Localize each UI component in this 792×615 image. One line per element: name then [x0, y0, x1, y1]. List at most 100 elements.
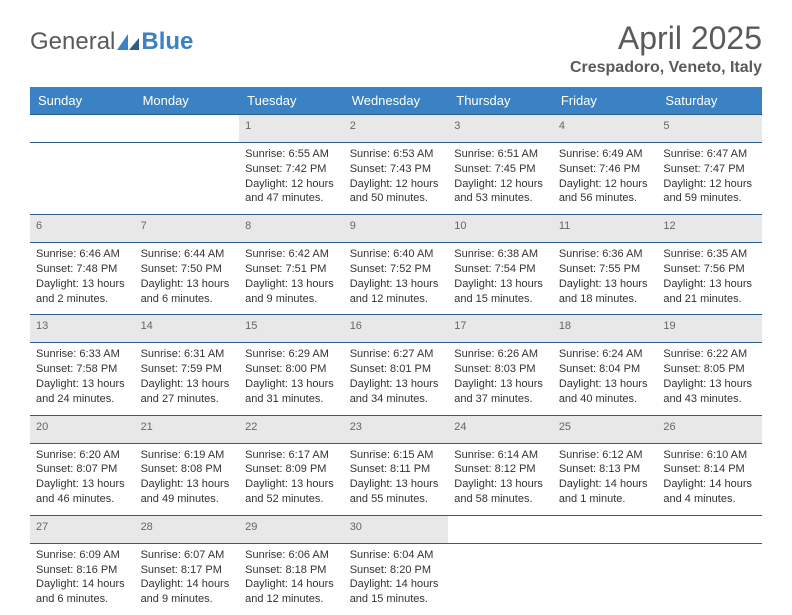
day-details-cell: Sunrise: 6:33 AMSunset: 7:58 PMDaylight:…: [30, 343, 135, 415]
day-number-cell: 5: [657, 115, 762, 143]
day-number-cell: 26: [657, 415, 762, 443]
day-number-row: 12345: [30, 115, 762, 143]
day-details-cell: Sunrise: 6:44 AMSunset: 7:50 PMDaylight:…: [135, 243, 240, 315]
daylight-line: Daylight: 13 hours and 9 minutes.: [245, 277, 338, 307]
day-details-cell: Sunrise: 6:19 AMSunset: 8:08 PMDaylight:…: [135, 443, 240, 515]
location: Crespadoro, Veneto, Italy: [570, 59, 762, 77]
sunrise-line: Sunrise: 6:14 AM: [454, 448, 547, 463]
day-details-cell: Sunrise: 6:17 AMSunset: 8:09 PMDaylight:…: [239, 443, 344, 515]
header: General Blue April 2025 Crespadoro, Vene…: [30, 20, 762, 77]
day-details-cell: Sunrise: 6:53 AMSunset: 7:43 PMDaylight:…: [344, 142, 449, 214]
day-number-row: 6789101112: [30, 215, 762, 243]
day-number-cell: 6: [30, 215, 135, 243]
daylight-line: Daylight: 13 hours and 37 minutes.: [454, 377, 547, 407]
day-number-cell: 24: [448, 415, 553, 443]
daylight-line: Daylight: 13 hours and 6 minutes.: [141, 277, 234, 307]
day-details-cell: Sunrise: 6:04 AMSunset: 8:20 PMDaylight:…: [344, 543, 449, 615]
calendar-body: 12345 Sunrise: 6:55 AMSunset: 7:42 PMDay…: [30, 115, 762, 615]
day-details-cell: Sunrise: 6:51 AMSunset: 7:45 PMDaylight:…: [448, 142, 553, 214]
day-details-cell: Sunrise: 6:31 AMSunset: 7:59 PMDaylight:…: [135, 343, 240, 415]
daylight-line: Daylight: 14 hours and 15 minutes.: [350, 577, 443, 607]
sunset-line: Sunset: 8:11 PM: [350, 462, 443, 477]
sunrise-line: Sunrise: 6:15 AM: [350, 448, 443, 463]
sunrise-line: Sunrise: 6:42 AM: [245, 247, 338, 262]
day-details-cell: Sunrise: 6:42 AMSunset: 7:51 PMDaylight:…: [239, 243, 344, 315]
day-number-cell: 13: [30, 315, 135, 343]
sail-icon: [117, 34, 139, 50]
sunset-line: Sunset: 7:54 PM: [454, 262, 547, 277]
sunset-line: Sunset: 7:46 PM: [559, 162, 652, 177]
day-details-cell: Sunrise: 6:22 AMSunset: 8:05 PMDaylight:…: [657, 343, 762, 415]
weekday-header: Tuesday: [239, 87, 344, 115]
weekday-row: SundayMondayTuesdayWednesdayThursdayFrid…: [30, 87, 762, 115]
daylight-line: Daylight: 12 hours and 59 minutes.: [663, 177, 756, 207]
weekday-header: Monday: [135, 87, 240, 115]
sunrise-line: Sunrise: 6:33 AM: [36, 347, 129, 362]
sunrise-line: Sunrise: 6:36 AM: [559, 247, 652, 262]
weekday-header: Wednesday: [344, 87, 449, 115]
sunset-line: Sunset: 8:16 PM: [36, 563, 129, 578]
day-details-row: Sunrise: 6:33 AMSunset: 7:58 PMDaylight:…: [30, 343, 762, 415]
daylight-line: Daylight: 13 hours and 55 minutes.: [350, 477, 443, 507]
sunset-line: Sunset: 7:55 PM: [559, 262, 652, 277]
day-details-cell: [553, 543, 658, 615]
day-details-cell: Sunrise: 6:06 AMSunset: 8:18 PMDaylight:…: [239, 543, 344, 615]
day-number-cell: [553, 515, 658, 543]
sunrise-line: Sunrise: 6:24 AM: [559, 347, 652, 362]
day-number-cell: 3: [448, 115, 553, 143]
sunset-line: Sunset: 8:18 PM: [245, 563, 338, 578]
day-details-cell: Sunrise: 6:24 AMSunset: 8:04 PMDaylight:…: [553, 343, 658, 415]
daylight-line: Daylight: 13 hours and 58 minutes.: [454, 477, 547, 507]
day-details-row: Sunrise: 6:09 AMSunset: 8:16 PMDaylight:…: [30, 543, 762, 615]
day-details-cell: Sunrise: 6:12 AMSunset: 8:13 PMDaylight:…: [553, 443, 658, 515]
day-details-cell: Sunrise: 6:29 AMSunset: 8:00 PMDaylight:…: [239, 343, 344, 415]
day-number-cell: 25: [553, 415, 658, 443]
day-number-row: 27282930: [30, 515, 762, 543]
day-details-cell: Sunrise: 6:38 AMSunset: 7:54 PMDaylight:…: [448, 243, 553, 315]
day-details-cell: Sunrise: 6:40 AMSunset: 7:52 PMDaylight:…: [344, 243, 449, 315]
day-number-cell: 30: [344, 515, 449, 543]
daylight-line: Daylight: 14 hours and 1 minute.: [559, 477, 652, 507]
sunset-line: Sunset: 7:59 PM: [141, 362, 234, 377]
day-details-row: Sunrise: 6:46 AMSunset: 7:48 PMDaylight:…: [30, 243, 762, 315]
day-details-cell: Sunrise: 6:15 AMSunset: 8:11 PMDaylight:…: [344, 443, 449, 515]
logo-text: General: [30, 28, 115, 56]
day-details-row: Sunrise: 6:20 AMSunset: 8:07 PMDaylight:…: [30, 443, 762, 515]
day-number-row: 20212223242526: [30, 415, 762, 443]
sunrise-line: Sunrise: 6:09 AM: [36, 548, 129, 563]
sunset-line: Sunset: 8:05 PM: [663, 362, 756, 377]
day-number-cell: 22: [239, 415, 344, 443]
daylight-line: Daylight: 13 hours and 12 minutes.: [350, 277, 443, 307]
sunrise-line: Sunrise: 6:53 AM: [350, 147, 443, 162]
sunrise-line: Sunrise: 6:40 AM: [350, 247, 443, 262]
daylight-line: Daylight: 13 hours and 15 minutes.: [454, 277, 547, 307]
day-number-cell: [657, 515, 762, 543]
daylight-line: Daylight: 13 hours and 46 minutes.: [36, 477, 129, 507]
sunrise-line: Sunrise: 6:47 AM: [663, 147, 756, 162]
sunrise-line: Sunrise: 6:38 AM: [454, 247, 547, 262]
daylight-line: Daylight: 13 hours and 52 minutes.: [245, 477, 338, 507]
day-details-cell: Sunrise: 6:36 AMSunset: 7:55 PMDaylight:…: [553, 243, 658, 315]
day-number-cell: 27: [30, 515, 135, 543]
day-number-cell: 15: [239, 315, 344, 343]
day-details-cell: Sunrise: 6:20 AMSunset: 8:07 PMDaylight:…: [30, 443, 135, 515]
daylight-line: Daylight: 13 hours and 43 minutes.: [663, 377, 756, 407]
daylight-line: Daylight: 12 hours and 47 minutes.: [245, 177, 338, 207]
sunset-line: Sunset: 7:50 PM: [141, 262, 234, 277]
day-number-cell: 18: [553, 315, 658, 343]
daylight-line: Daylight: 14 hours and 6 minutes.: [36, 577, 129, 607]
day-number-cell: 20: [30, 415, 135, 443]
day-details-cell: [448, 543, 553, 615]
sunset-line: Sunset: 8:13 PM: [559, 462, 652, 477]
sunset-line: Sunset: 8:03 PM: [454, 362, 547, 377]
day-number-cell: 23: [344, 415, 449, 443]
day-number-cell: 2: [344, 115, 449, 143]
sunrise-line: Sunrise: 6:06 AM: [245, 548, 338, 563]
daylight-line: Daylight: 13 hours and 24 minutes.: [36, 377, 129, 407]
sunrise-line: Sunrise: 6:22 AM: [663, 347, 756, 362]
daylight-line: Daylight: 12 hours and 53 minutes.: [454, 177, 547, 207]
daylight-line: Daylight: 13 hours and 40 minutes.: [559, 377, 652, 407]
day-number-cell: 4: [553, 115, 658, 143]
weekday-header: Saturday: [657, 87, 762, 115]
day-number-cell: [135, 115, 240, 143]
